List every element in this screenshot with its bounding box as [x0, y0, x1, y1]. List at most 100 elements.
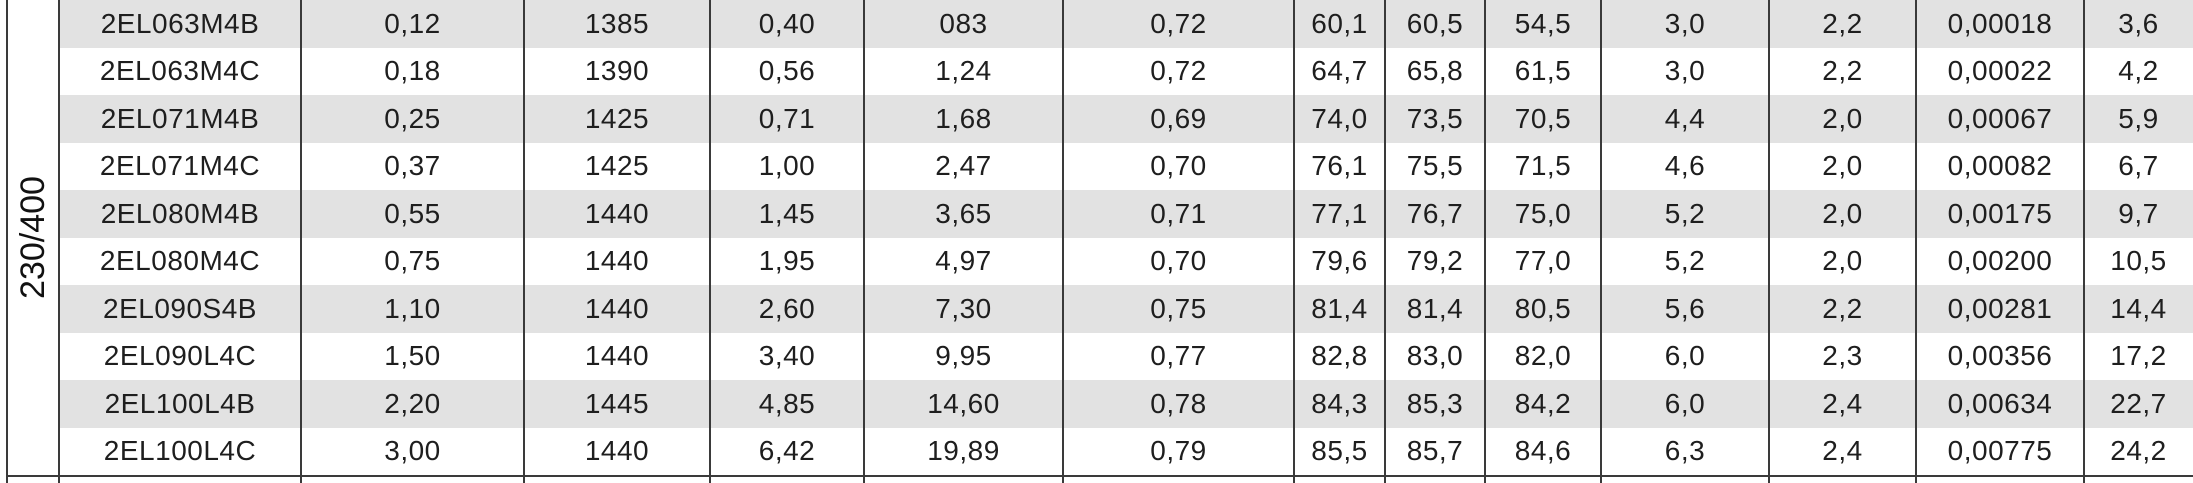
value-cell: 5,2	[1664, 197, 1706, 229]
column-border	[1484, 0, 1486, 483]
value-cell: 77,1	[1311, 197, 1368, 229]
column-border	[6, 0, 8, 483]
model-cell: 2EL071M4B	[100, 102, 260, 134]
value-cell: 1390	[584, 55, 650, 87]
value-cell: 75,0	[1514, 197, 1572, 229]
value-cell: 1440	[584, 435, 650, 467]
value-cell: 83,0	[1406, 340, 1464, 372]
value-cell: 74,0	[1311, 102, 1368, 134]
model-cell: 2EL063M4C	[99, 55, 261, 87]
value-cell: 5,6	[1664, 292, 1706, 324]
row-shade	[59, 95, 2193, 143]
row-shade	[59, 380, 2193, 428]
value-cell: 0,56	[758, 55, 816, 87]
voltage-label: 230/400	[13, 176, 52, 299]
column-border	[523, 0, 525, 483]
value-cell: 0,71	[1150, 197, 1207, 229]
value-cell: 1,95	[758, 245, 816, 277]
value-cell: 2,0	[1822, 102, 1863, 134]
value-cell: 76,7	[1406, 197, 1464, 229]
value-cell: 4,6	[1664, 150, 1706, 182]
column-border	[1915, 0, 1917, 483]
value-cell: 2,2	[1822, 55, 1863, 87]
value-cell: 71,5	[1514, 150, 1572, 182]
value-cell: 19,89	[927, 435, 1000, 467]
value-cell: 0,70	[1150, 245, 1207, 277]
value-cell: 1440	[584, 245, 650, 277]
value-cell: 65,8	[1406, 55, 1464, 87]
value-cell: 81,4	[1311, 292, 1368, 324]
column-border	[1768, 0, 1770, 483]
value-cell: 2,60	[758, 292, 816, 324]
value-cell: 0,69	[1150, 102, 1207, 134]
model-cell: 2EL090L4C	[103, 340, 257, 372]
value-cell: 0,18	[384, 55, 441, 87]
value-cell: 0,75	[1150, 292, 1207, 324]
value-cell: 1425	[584, 102, 650, 134]
value-cell: 81,4	[1406, 292, 1464, 324]
value-cell: 4,2	[2118, 55, 2159, 87]
value-cell: 5,2	[1664, 245, 1706, 277]
value-cell: 1,24	[935, 55, 992, 87]
value-cell: 2,2	[1822, 292, 1863, 324]
model-cell: 2EL063M4B	[100, 7, 260, 39]
value-cell: 82,8	[1311, 340, 1368, 372]
value-cell: 85,7	[1406, 435, 1464, 467]
row-shade	[59, 0, 2193, 48]
column-border	[709, 0, 711, 483]
value-cell: 0,00281	[1947, 292, 2053, 324]
value-cell: 0,00082	[1947, 150, 2053, 182]
value-cell: 083	[939, 7, 988, 39]
value-cell: 0,00018	[1947, 7, 2053, 39]
value-cell: 4,97	[935, 245, 992, 277]
value-cell: 80,5	[1514, 292, 1572, 324]
value-cell: 0,00775	[1947, 435, 2053, 467]
value-cell: 14,60	[927, 387, 1000, 419]
value-cell: 3,0	[1664, 55, 1706, 87]
value-cell: 1440	[584, 197, 650, 229]
value-cell: 1385	[584, 7, 650, 39]
value-cell: 0,00200	[1947, 245, 2053, 277]
value-cell: 1,00	[758, 150, 816, 182]
value-cell: 0,00067	[1947, 102, 2053, 134]
value-cell: 6,0	[1664, 340, 1706, 372]
value-cell: 3,6	[2118, 7, 2159, 39]
value-cell: 2,3	[1822, 340, 1863, 372]
model-cell: 2EL100L4B	[104, 387, 256, 419]
value-cell: 4,4	[1664, 102, 1706, 134]
value-cell: 2,2	[1822, 7, 1863, 39]
model-cell: 2EL080M4B	[100, 197, 260, 229]
column-border	[1600, 0, 1602, 483]
value-cell: 61,5	[1514, 55, 1572, 87]
value-cell: 6,42	[758, 435, 816, 467]
model-cell: 2EL071M4C	[99, 150, 261, 182]
value-cell: 2,47	[935, 150, 992, 182]
value-cell: 2,4	[1822, 435, 1863, 467]
model-cell: 2EL090S4B	[103, 292, 257, 324]
value-cell: 3,00	[384, 435, 441, 467]
value-cell: 76,1	[1311, 150, 1368, 182]
table-bottom-border	[7, 475, 2193, 477]
value-cell: 9,7	[2118, 197, 2159, 229]
column-border	[300, 0, 302, 483]
value-cell: 2,0	[1822, 197, 1863, 229]
value-cell: 2,0	[1822, 150, 1863, 182]
value-cell: 0,71	[758, 102, 816, 134]
value-cell: 3,40	[758, 340, 816, 372]
column-border	[1293, 0, 1295, 483]
value-cell: 0,40	[758, 7, 816, 39]
value-cell: 0,25	[384, 102, 441, 134]
value-cell: 2,0	[1822, 245, 1863, 277]
value-cell: 64,7	[1311, 55, 1368, 87]
value-cell: 10,5	[2110, 245, 2167, 277]
value-cell: 3,0	[1664, 7, 1706, 39]
row-shade	[59, 285, 2193, 333]
value-cell: 5,9	[2118, 102, 2159, 134]
value-cell: 84,6	[1514, 435, 1572, 467]
value-cell: 6,7	[2118, 150, 2159, 182]
value-cell: 2,4	[1822, 387, 1863, 419]
value-cell: 60,1	[1311, 7, 1368, 39]
value-cell: 1445	[584, 387, 650, 419]
value-cell: 22,7	[2110, 387, 2167, 419]
value-cell: 0,37	[384, 150, 441, 182]
